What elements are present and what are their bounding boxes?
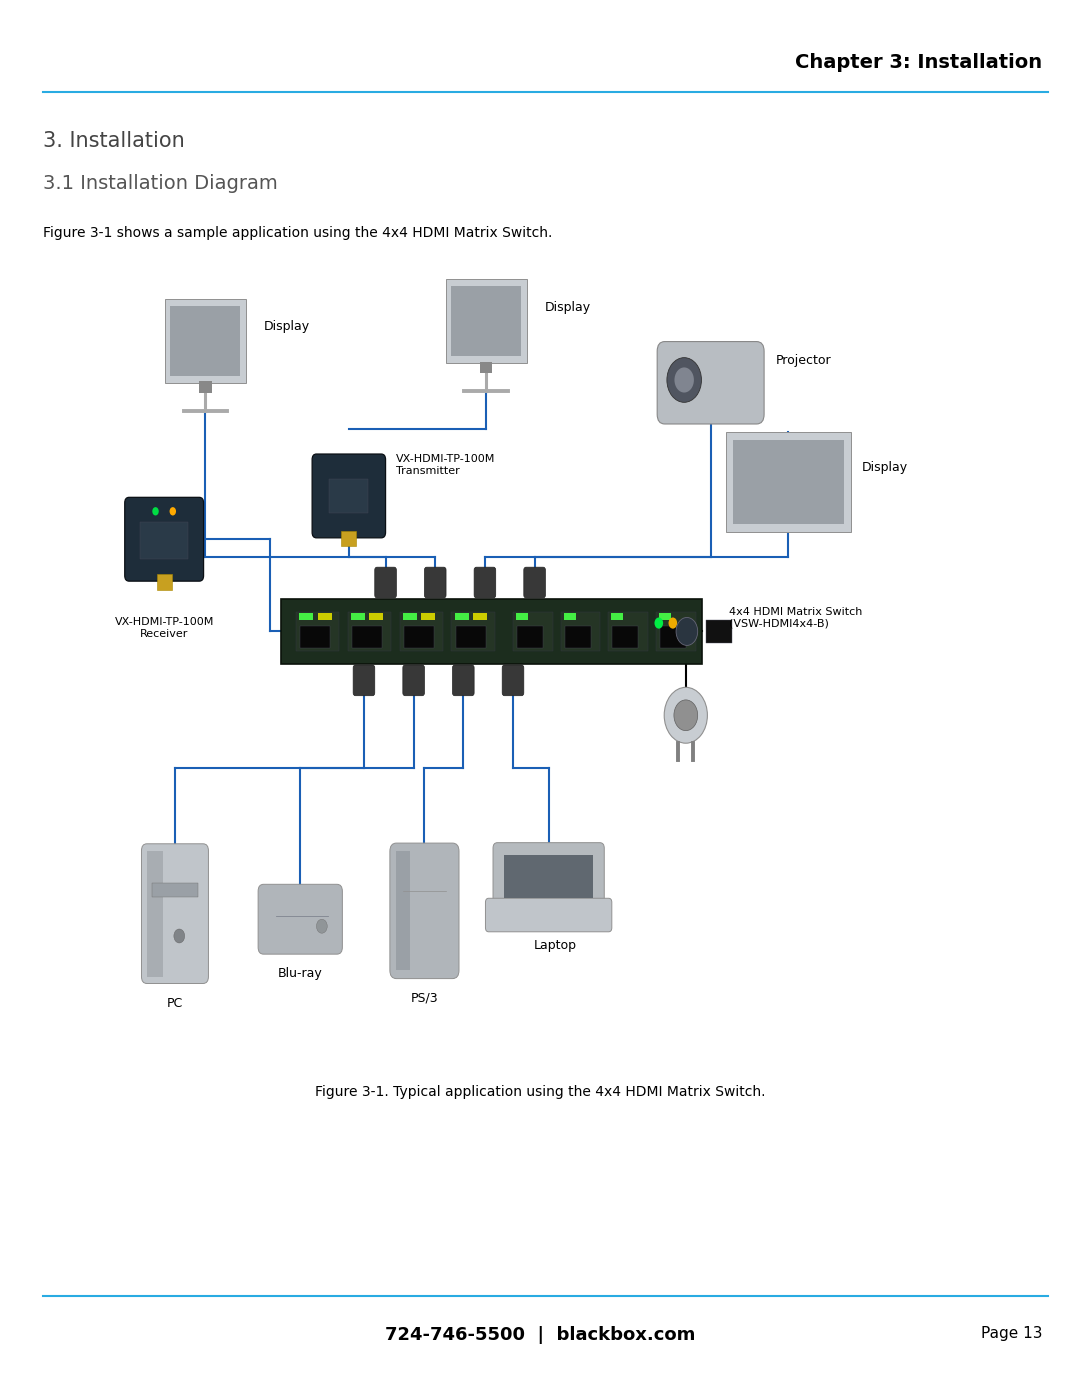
FancyBboxPatch shape — [403, 665, 424, 696]
Bar — [199, 381, 212, 393]
Bar — [329, 479, 368, 513]
Bar — [396, 851, 410, 970]
Circle shape — [676, 617, 698, 645]
FancyBboxPatch shape — [486, 898, 612, 932]
Text: Projector: Projector — [775, 353, 832, 367]
FancyBboxPatch shape — [353, 665, 375, 696]
Text: Figure 3-1. Typical application using the 4x4 HDMI Matrix Switch.: Figure 3-1. Typical application using th… — [314, 1085, 766, 1099]
FancyBboxPatch shape — [312, 454, 386, 538]
Text: 4x4 HDMI Matrix Switch
(VSW-HDMI4x4-B): 4x4 HDMI Matrix Switch (VSW-HDMI4x4-B) — [729, 606, 862, 629]
FancyBboxPatch shape — [390, 844, 459, 978]
Bar — [300, 626, 330, 648]
FancyBboxPatch shape — [424, 567, 446, 598]
FancyBboxPatch shape — [125, 497, 204, 581]
FancyBboxPatch shape — [474, 567, 496, 598]
Text: PS/3: PS/3 — [410, 992, 438, 1004]
Bar — [157, 574, 172, 590]
Bar — [561, 612, 600, 651]
FancyBboxPatch shape — [258, 884, 342, 954]
Bar — [140, 522, 188, 559]
Text: 724-746-5500  |  blackbox.com: 724-746-5500 | blackbox.com — [384, 1326, 696, 1344]
Bar — [660, 626, 686, 648]
Text: Blu-ray: Blu-ray — [278, 967, 323, 979]
Text: VX-HDMI-TP-100M
Transmitter: VX-HDMI-TP-100M Transmitter — [396, 454, 496, 476]
Bar — [318, 613, 332, 620]
FancyBboxPatch shape — [657, 341, 765, 425]
Text: Display: Display — [862, 461, 908, 475]
Bar — [403, 613, 417, 620]
Bar — [152, 883, 198, 897]
Circle shape — [669, 617, 677, 629]
FancyBboxPatch shape — [502, 665, 524, 696]
Circle shape — [667, 358, 702, 402]
Circle shape — [664, 687, 707, 743]
Bar — [611, 613, 623, 620]
Bar — [404, 626, 434, 648]
Circle shape — [654, 617, 663, 629]
Bar — [164, 299, 246, 383]
Bar — [281, 599, 702, 664]
Bar — [351, 613, 365, 620]
Bar — [348, 612, 391, 651]
Circle shape — [174, 929, 185, 943]
Bar — [504, 855, 594, 898]
Bar — [517, 626, 543, 648]
Bar — [451, 612, 495, 651]
Text: Page 13: Page 13 — [981, 1326, 1042, 1341]
FancyBboxPatch shape — [494, 842, 605, 911]
Bar — [726, 432, 851, 532]
Bar — [480, 362, 492, 373]
Text: Display: Display — [264, 320, 310, 334]
Bar — [455, 613, 469, 620]
Bar — [400, 612, 443, 651]
Bar — [421, 613, 435, 620]
Bar — [451, 286, 522, 356]
Bar — [516, 613, 528, 620]
FancyBboxPatch shape — [375, 567, 396, 598]
Text: PC: PC — [166, 997, 184, 1010]
FancyBboxPatch shape — [453, 665, 474, 696]
Text: Laptop: Laptop — [534, 939, 577, 951]
Bar — [299, 613, 313, 620]
Bar — [564, 613, 576, 620]
Bar — [565, 626, 591, 648]
FancyBboxPatch shape — [141, 844, 208, 983]
Circle shape — [674, 700, 698, 731]
Text: Chapter 3: Installation: Chapter 3: Installation — [795, 53, 1042, 73]
Circle shape — [152, 507, 159, 515]
Bar — [352, 626, 382, 648]
Bar — [296, 612, 339, 651]
Text: VX-HDMI-TP-100M
Receiver: VX-HDMI-TP-100M Receiver — [114, 617, 214, 638]
Circle shape — [170, 507, 176, 515]
Circle shape — [674, 367, 694, 393]
FancyBboxPatch shape — [524, 567, 545, 598]
Bar — [732, 440, 845, 524]
Bar — [612, 626, 638, 648]
Text: 3. Installation: 3. Installation — [43, 131, 185, 151]
Text: Display: Display — [544, 300, 591, 314]
Bar — [608, 612, 648, 651]
Bar — [369, 613, 383, 620]
Text: 3.1 Installation Diagram: 3.1 Installation Diagram — [43, 173, 278, 193]
Bar — [656, 612, 696, 651]
Bar — [456, 626, 486, 648]
Text: Figure 3-1 shows a sample application using the 4x4 HDMI Matrix Switch.: Figure 3-1 shows a sample application us… — [43, 226, 553, 240]
Bar — [706, 620, 732, 643]
Bar — [513, 612, 553, 651]
Bar — [659, 613, 671, 620]
Circle shape — [316, 919, 327, 933]
Bar — [341, 531, 356, 546]
Bar — [446, 279, 527, 363]
Bar — [147, 851, 163, 977]
Bar — [171, 306, 241, 376]
Bar — [473, 613, 487, 620]
